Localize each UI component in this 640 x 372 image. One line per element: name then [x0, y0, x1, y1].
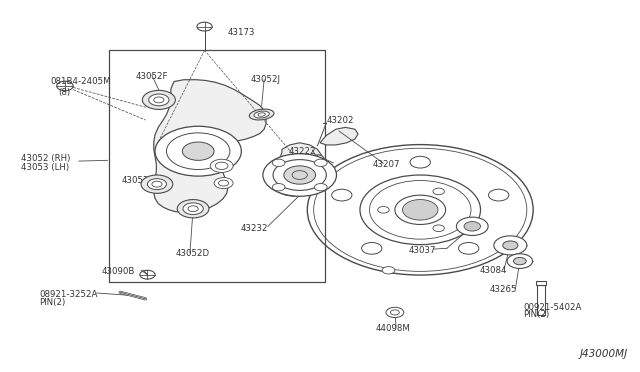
Text: 43052E: 43052E: [122, 176, 154, 185]
Circle shape: [263, 154, 337, 196]
Text: 08921-3252A: 08921-3252A: [40, 289, 98, 299]
Circle shape: [362, 243, 382, 254]
Text: 081B4-2405M: 081B4-2405M: [51, 77, 111, 86]
Circle shape: [155, 126, 241, 176]
Circle shape: [211, 159, 233, 173]
Text: 43053 (LH): 43053 (LH): [20, 163, 68, 172]
Circle shape: [507, 254, 532, 269]
Circle shape: [140, 270, 155, 279]
Circle shape: [314, 159, 327, 167]
Text: PIN(2): PIN(2): [523, 311, 549, 320]
Circle shape: [57, 81, 73, 91]
Text: 43090B: 43090B: [101, 266, 134, 276]
Text: PIN(2): PIN(2): [40, 298, 66, 307]
Circle shape: [410, 156, 430, 168]
Bar: [109, 51, 325, 282]
Text: 43052F: 43052F: [136, 71, 168, 81]
Ellipse shape: [250, 109, 274, 120]
Text: 43052 (RH): 43052 (RH): [20, 154, 70, 163]
Text: 43202: 43202: [326, 116, 354, 125]
Circle shape: [433, 225, 444, 231]
Ellipse shape: [254, 111, 269, 118]
Circle shape: [272, 183, 285, 191]
Circle shape: [488, 189, 509, 201]
Circle shape: [148, 94, 169, 106]
Text: 00921-5402A: 00921-5402A: [523, 303, 581, 312]
Text: (8): (8): [58, 88, 70, 97]
Circle shape: [311, 155, 324, 162]
Circle shape: [382, 267, 395, 274]
Text: 43222: 43222: [288, 147, 316, 156]
Circle shape: [141, 175, 173, 193]
Circle shape: [386, 307, 404, 318]
Circle shape: [183, 203, 204, 215]
Circle shape: [147, 179, 166, 190]
Circle shape: [142, 90, 175, 109]
Polygon shape: [271, 143, 321, 196]
Text: 43037: 43037: [409, 246, 436, 254]
Circle shape: [464, 222, 481, 231]
Circle shape: [378, 206, 389, 213]
Circle shape: [395, 195, 445, 224]
Text: 44098M: 44098M: [375, 324, 410, 333]
Bar: [536, 281, 546, 285]
Text: 43052J: 43052J: [250, 75, 280, 84]
Circle shape: [513, 257, 526, 265]
Bar: [537, 285, 545, 315]
Polygon shape: [320, 127, 358, 145]
Text: 43173: 43173: [228, 28, 255, 36]
Text: 43052D: 43052D: [175, 249, 209, 258]
Circle shape: [177, 199, 209, 218]
Text: 43265: 43265: [490, 285, 518, 294]
Text: 43207: 43207: [372, 160, 400, 169]
Circle shape: [214, 177, 233, 189]
Circle shape: [433, 188, 444, 195]
Text: J43000MJ: J43000MJ: [580, 349, 628, 359]
Circle shape: [456, 217, 488, 235]
Circle shape: [314, 183, 327, 191]
Polygon shape: [154, 80, 266, 212]
Circle shape: [284, 166, 316, 184]
Circle shape: [502, 241, 518, 250]
Circle shape: [494, 236, 527, 255]
Text: 43084: 43084: [480, 266, 508, 275]
Circle shape: [332, 189, 352, 201]
Text: 43232: 43232: [241, 224, 268, 232]
Circle shape: [197, 22, 212, 31]
Circle shape: [182, 142, 214, 160]
Circle shape: [272, 159, 285, 167]
Circle shape: [459, 243, 479, 254]
Circle shape: [403, 199, 438, 220]
